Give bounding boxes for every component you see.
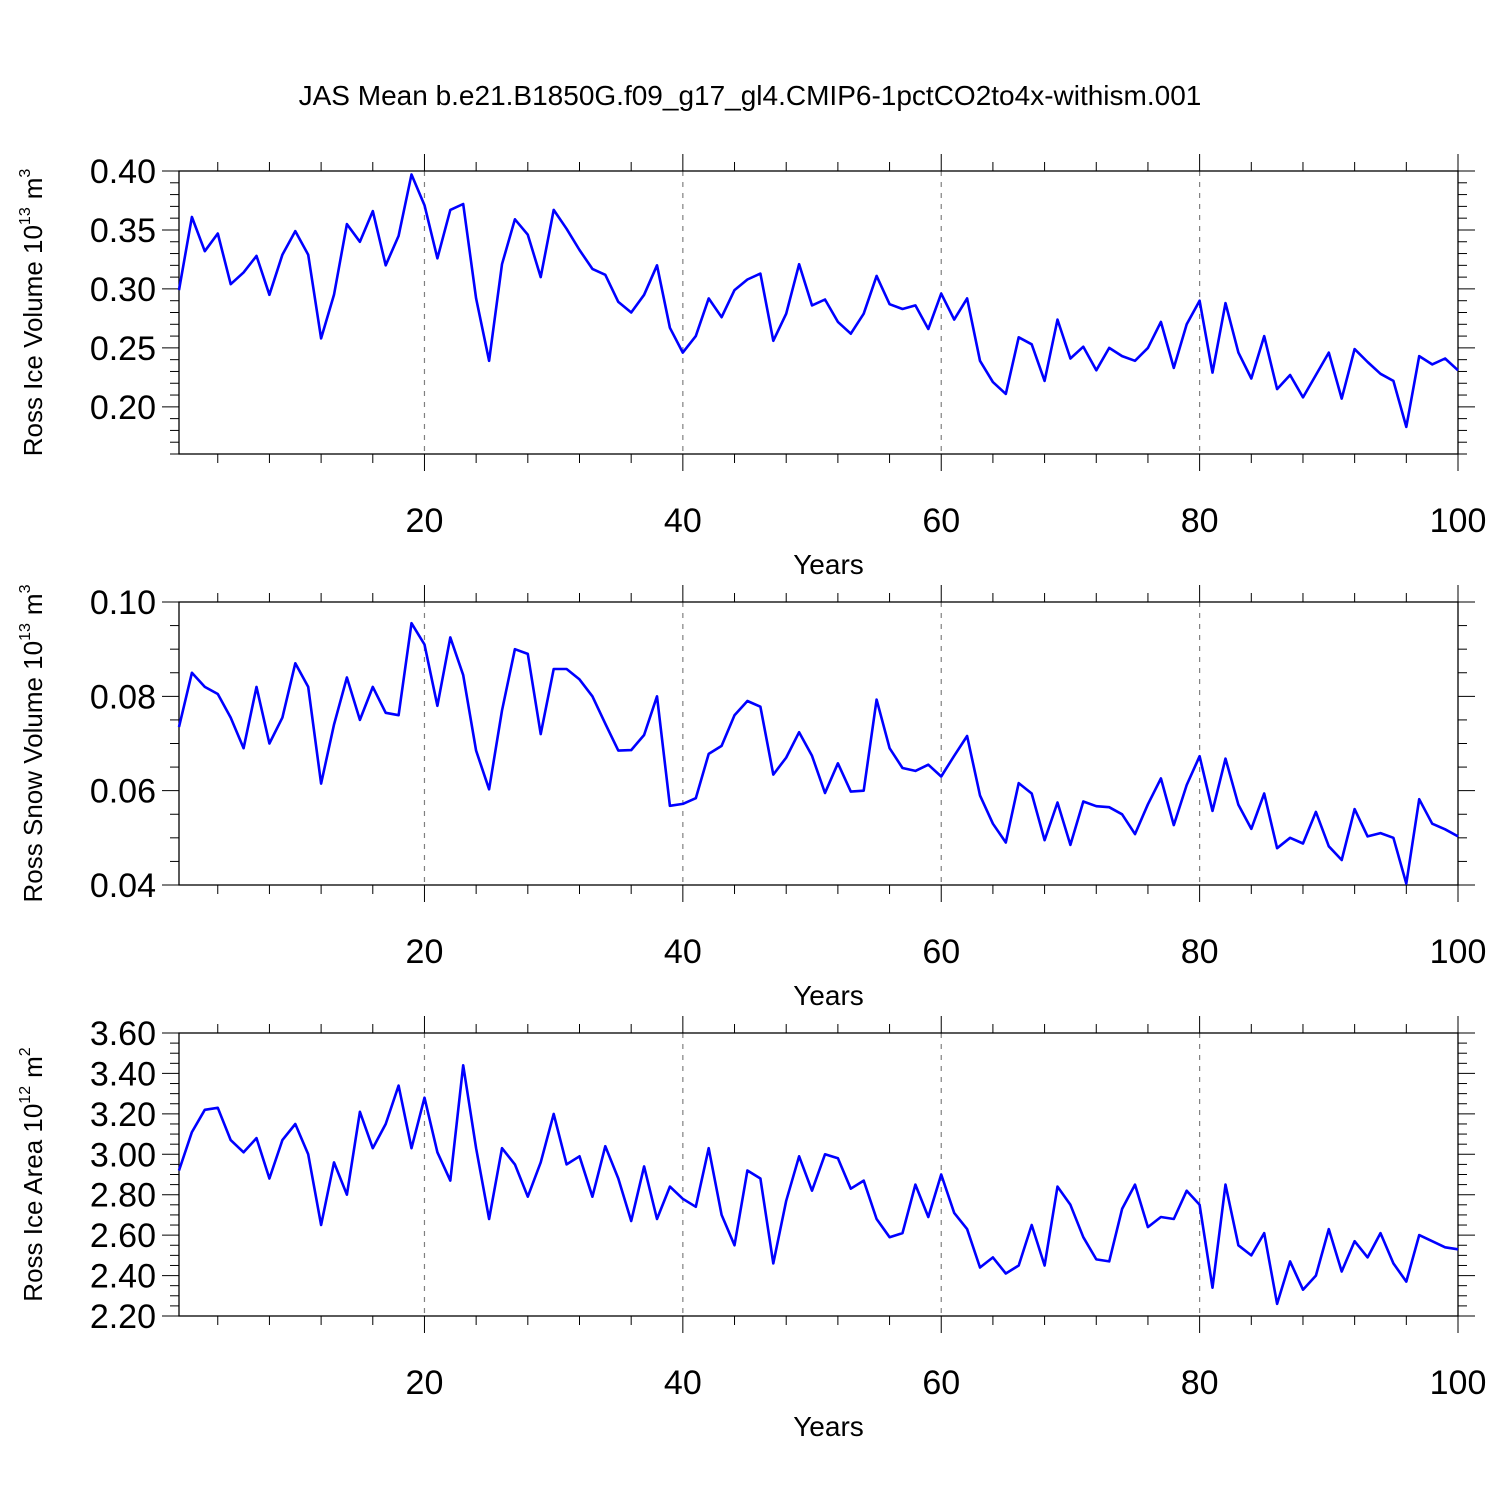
x-tick-label: 60 (922, 1364, 960, 1402)
x-tick-label: 80 (1181, 1364, 1219, 1402)
panel-ice-volume: 0.20 0.25 0.30 0.35 0.40 20 40 60 80 100 Years Ross… (17, 153, 1486, 580)
y-axis-title-exponent: 12 (17, 1086, 34, 1104)
y-tick-label: 0.10 (90, 584, 156, 622)
y-axis-title-text: Ross Ice Area 10 (18, 1104, 48, 1302)
y-tick-label: 0.20 (90, 389, 156, 427)
x-tick-label: 60 (922, 502, 960, 540)
y-tick-label: 0.30 (90, 271, 156, 309)
series-line (177, 621, 1459, 885)
panel-ice-area: 2.202.402.602.803.003.203.403.60 20 40 60 80… (17, 1015, 1486, 1442)
series-line (177, 173, 1459, 429)
plot-frame (178, 601, 1459, 886)
x-tick-label: 20 (406, 1364, 444, 1402)
y-axis-title: Ross Ice Volume 1013 m3 (17, 169, 48, 457)
x-axis-title: Years (793, 1411, 864, 1442)
y-tick-label: 3.00 (90, 1136, 156, 1174)
x-axis-title: Years (793, 980, 864, 1011)
y-tick-label: 0.40 (90, 153, 156, 191)
y-axis-title-text: Ross Ice Volume 10 (18, 225, 48, 456)
y-tick-label: 0.25 (90, 330, 156, 368)
x-tick-label: 100 (1430, 1364, 1487, 1402)
y-axis-title: Ross Ice Area 1012 m2 (17, 1047, 48, 1301)
x-tick-label: 80 (1181, 502, 1219, 540)
x-axis-title: Years (793, 549, 864, 580)
y-tick-label: 0.08 (90, 678, 156, 716)
x-tick-label: 40 (664, 502, 702, 540)
y-tick-label: 3.40 (90, 1055, 156, 1093)
y-axis-title-exponent: 13 (17, 207, 34, 225)
x-tick-label: 40 (664, 1364, 702, 1402)
y-axis-title-unit-exponent: 3 (17, 169, 34, 178)
y-tick-label: 3.60 (90, 1015, 156, 1053)
x-tick-label: 20 (406, 933, 444, 971)
y-tick-label: 0.35 (90, 212, 156, 250)
panel-snow-volume: 0.04 0.06 0.08 0.10 20 40 60 80 100 Years Ross Sno… (17, 584, 1486, 1011)
y-axis-title-exponent: 13 (17, 623, 34, 641)
y-tick-label: 2.60 (90, 1217, 156, 1255)
figure-title: JAS Mean b.e21.B1850G.f09_g17_gl4.CMIP6-… (298, 80, 1202, 111)
y-tick-label: 0.06 (90, 773, 156, 811)
y-axis-title-text: Ross Snow Volume 10 (18, 641, 48, 903)
y-axis-title: Ross Snow Volume 1013 m3 (17, 584, 48, 902)
y-axis-title-unit: m (18, 1056, 48, 1078)
y-tick-label: 2.20 (90, 1298, 156, 1336)
y-axis-title-unit: m (18, 593, 48, 615)
y-axis-title-unit: m (18, 178, 48, 200)
series-line (177, 1064, 1459, 1306)
y-tick-label: 3.20 (90, 1096, 156, 1134)
x-tick-label: 100 (1430, 933, 1487, 971)
y-axis-title-unit-exponent: 2 (17, 1047, 34, 1056)
x-tick-label: 80 (1181, 933, 1219, 971)
x-tick-label: 60 (922, 933, 960, 971)
y-axis-title-unit-exponent: 3 (17, 584, 34, 593)
y-tick-label: 2.80 (90, 1177, 156, 1215)
x-tick-label: 40 (664, 933, 702, 971)
x-tick-label: 100 (1430, 502, 1487, 540)
y-tick-label: 0.04 (90, 867, 156, 905)
x-tick-label: 20 (406, 502, 444, 540)
y-tick-label: 2.40 (90, 1258, 156, 1296)
